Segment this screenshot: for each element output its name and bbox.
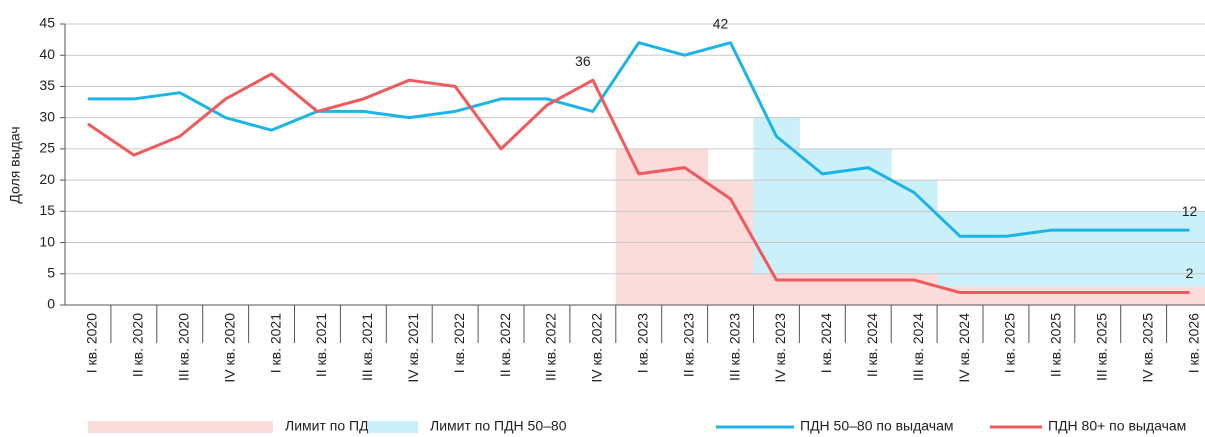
x-tick-label: II кв. 2025 xyxy=(1048,313,1064,377)
data-label: 2 xyxy=(1186,265,1194,281)
series-line xyxy=(87,72,1190,295)
y-tick-label: 35 xyxy=(39,77,55,93)
data-label: 12 xyxy=(1182,203,1198,219)
x-tick-label: II кв. 2021 xyxy=(313,313,329,377)
limit-bar xyxy=(845,273,892,305)
limit-bar xyxy=(1074,211,1122,287)
legend-swatch xyxy=(368,421,418,433)
legend-swatch xyxy=(88,421,273,433)
limit-bar xyxy=(983,286,1030,305)
legend-label: ПДН 50–80 по выдачам xyxy=(800,418,953,434)
limit-bar xyxy=(799,273,846,305)
limit-bar xyxy=(1074,286,1122,305)
x-tick-label: I кв. 2025 xyxy=(1002,313,1018,373)
y-tick-label: 40 xyxy=(39,46,55,62)
y-tick-label: 45 xyxy=(39,15,55,31)
x-tick-label: I кв. 2023 xyxy=(634,313,650,373)
x-tick-label: III кв. 2021 xyxy=(359,313,375,381)
limit-bar xyxy=(891,273,938,305)
limit-bar xyxy=(661,148,709,305)
x-tick-label: II кв. 2020 xyxy=(130,313,146,377)
x-tick-label: II кв. 2022 xyxy=(497,313,513,377)
limit-bar xyxy=(1120,286,1168,305)
x-tick-label: IV кв. 2021 xyxy=(405,313,421,383)
limit-bar xyxy=(983,211,1030,287)
x-tick-label: IV кв. 2020 xyxy=(221,313,237,383)
x-tick-label: II кв. 2024 xyxy=(864,313,880,377)
series-line xyxy=(87,41,1190,238)
x-tick-label: I кв. 2024 xyxy=(818,313,834,373)
x-tick-label: II кв. 2023 xyxy=(680,313,696,377)
x-tick-label: IV кв. 2025 xyxy=(1139,313,1155,383)
x-tick-label: III кв. 2020 xyxy=(175,313,191,381)
limit-bar xyxy=(753,117,800,274)
y-tick-label: 10 xyxy=(39,233,55,249)
x-tick-label: III кв. 2023 xyxy=(726,313,742,381)
limit-bar xyxy=(1028,211,1076,287)
x-tick-label: IV кв. 2024 xyxy=(956,313,972,383)
y-tick-label: 20 xyxy=(39,171,55,187)
x-tick-label: III кв. 2022 xyxy=(543,313,559,381)
limit-bar xyxy=(1166,286,1205,305)
limit-bar xyxy=(1120,211,1168,287)
limit-bar xyxy=(1028,286,1076,305)
legend-label: ПДН 80+ по выдачам xyxy=(1048,418,1186,434)
x-tick-label: III кв. 2025 xyxy=(1093,313,1109,381)
x-tick-label: I кв. 2020 xyxy=(84,313,100,373)
legend-label: Лимит по ПДН 50–80 xyxy=(430,418,567,434)
x-tick-label: I кв. 2021 xyxy=(267,313,283,373)
y-tick-label: 0 xyxy=(47,296,55,312)
data-label: 36 xyxy=(575,53,591,69)
x-tick-label: I кв. 2022 xyxy=(451,313,467,373)
x-tick-label: IV кв. 2023 xyxy=(772,313,788,383)
y-tick-label: 15 xyxy=(39,202,55,218)
x-tick-label: IV кв. 2022 xyxy=(589,313,605,383)
x-tick-label: I кв. 2026 xyxy=(1185,313,1201,373)
y-tick-label: 25 xyxy=(39,140,55,156)
data-label: 42 xyxy=(713,15,729,31)
x-tick-label: III кв. 2024 xyxy=(910,313,926,381)
y-axis-label: Доля выдач xyxy=(7,126,23,203)
limit-bar xyxy=(891,180,938,274)
y-tick-label: 5 xyxy=(47,264,55,280)
y-tick-label: 30 xyxy=(39,108,55,124)
